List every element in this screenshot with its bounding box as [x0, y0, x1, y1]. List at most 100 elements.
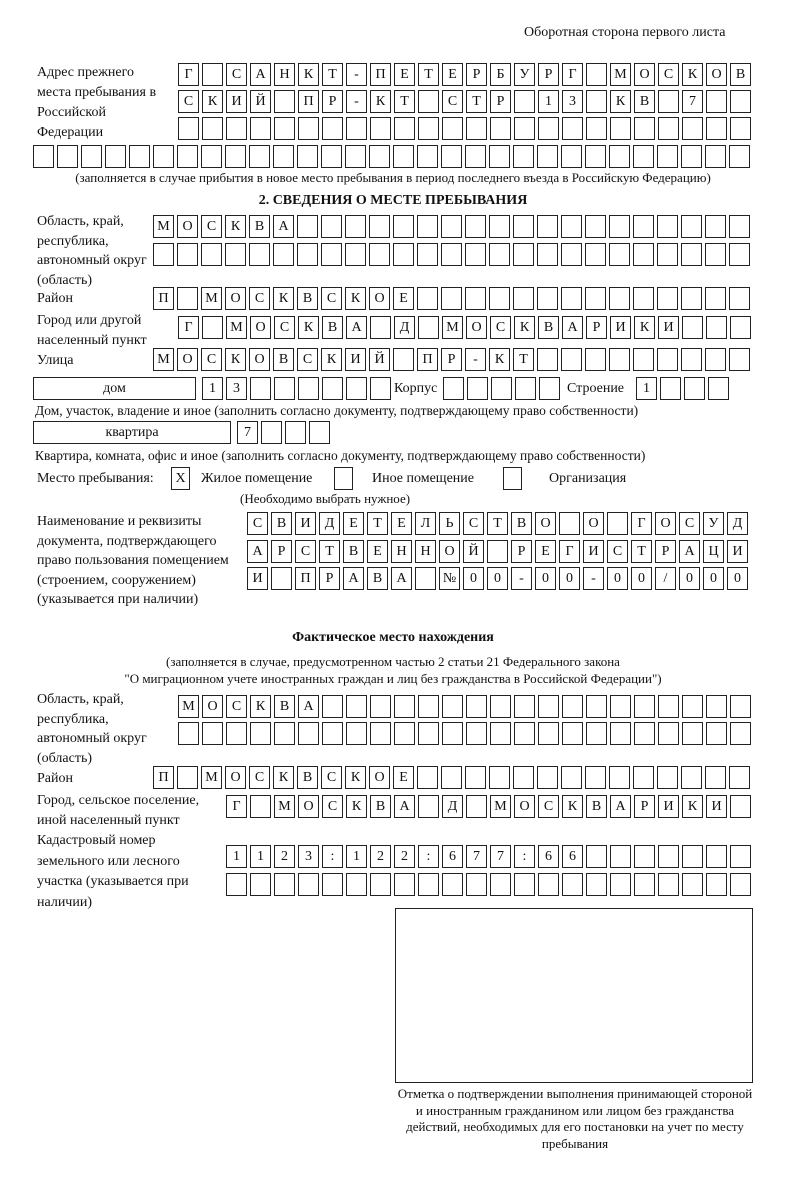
char-cell[interactable] — [271, 567, 292, 590]
char-cell[interactable]: - — [583, 567, 604, 590]
char-cell[interactable] — [586, 873, 607, 896]
char-cell[interactable] — [682, 316, 703, 339]
char-cell[interactable] — [370, 695, 391, 718]
char-cell[interactable] — [706, 117, 727, 140]
char-cell[interactable]: С — [249, 766, 270, 789]
char-cell[interactable] — [660, 377, 681, 400]
char-cell[interactable]: П — [153, 287, 174, 310]
char-cell[interactable] — [297, 243, 318, 266]
char-cell[interactable] — [514, 117, 535, 140]
char-cell[interactable] — [585, 243, 606, 266]
char-cell[interactable] — [274, 873, 295, 896]
char-cell[interactable]: Т — [367, 512, 388, 535]
char-cell[interactable] — [730, 795, 751, 818]
char-cell[interactable] — [706, 695, 727, 718]
char-cell[interactable] — [562, 722, 583, 745]
char-cell[interactable] — [705, 287, 726, 310]
char-cell[interactable] — [273, 243, 294, 266]
char-cell[interactable]: Е — [535, 540, 556, 563]
char-cell[interactable] — [274, 90, 295, 113]
char-cell[interactable]: Д — [727, 512, 748, 535]
char-cell[interactable]: 3 — [226, 377, 247, 400]
char-cell[interactable] — [682, 845, 703, 868]
char-cell[interactable]: А — [679, 540, 700, 563]
char-cell[interactable] — [730, 845, 751, 868]
char-cell[interactable] — [609, 145, 630, 168]
char-cell[interactable]: Г — [178, 316, 199, 339]
char-cell[interactable] — [681, 766, 702, 789]
char-cell[interactable]: : — [322, 845, 343, 868]
char-cell[interactable]: Т — [513, 348, 534, 371]
char-cell[interactable]: П — [417, 348, 438, 371]
char-cell[interactable] — [682, 722, 703, 745]
char-cell[interactable] — [561, 145, 582, 168]
char-cell[interactable] — [514, 722, 535, 745]
char-cell[interactable]: В — [343, 540, 364, 563]
char-cell[interactable] — [657, 243, 678, 266]
char-cell[interactable] — [466, 695, 487, 718]
char-cell[interactable]: Г — [178, 63, 199, 86]
char-cell[interactable] — [729, 243, 750, 266]
char-cell[interactable]: Д — [319, 512, 340, 535]
flat-type-field[interactable]: квартира — [33, 421, 231, 444]
char-cell[interactable]: Н — [274, 63, 295, 86]
char-cell[interactable]: К — [321, 348, 342, 371]
char-cell[interactable] — [729, 287, 750, 310]
char-cell[interactable] — [153, 145, 174, 168]
stay-option-other-checkbox[interactable] — [334, 467, 353, 490]
char-cell[interactable] — [346, 722, 367, 745]
char-cell[interactable]: В — [634, 90, 655, 113]
char-cell[interactable] — [466, 117, 487, 140]
char-cell[interactable] — [491, 377, 512, 400]
char-cell[interactable] — [489, 287, 510, 310]
char-cell[interactable]: Г — [226, 795, 247, 818]
char-cell[interactable] — [441, 766, 462, 789]
char-cell[interactable]: О — [655, 512, 676, 535]
char-cell[interactable] — [249, 145, 270, 168]
char-cell[interactable] — [250, 117, 271, 140]
stay-option-organization-checkbox[interactable] — [503, 467, 522, 490]
char-cell[interactable]: М — [153, 215, 174, 238]
char-cell[interactable]: 1 — [250, 845, 271, 868]
char-cell[interactable]: М — [153, 348, 174, 371]
char-cell[interactable] — [81, 145, 102, 168]
char-cell[interactable]: 2 — [274, 845, 295, 868]
char-cell[interactable]: Й — [463, 540, 484, 563]
char-cell[interactable] — [417, 243, 438, 266]
char-cell[interactable]: 3 — [298, 845, 319, 868]
char-cell[interactable]: 6 — [538, 845, 559, 868]
char-cell[interactable]: С — [249, 287, 270, 310]
char-cell[interactable] — [393, 243, 414, 266]
char-cell[interactable] — [681, 145, 702, 168]
char-cell[interactable]: О — [514, 795, 535, 818]
char-cell[interactable]: - — [346, 90, 367, 113]
char-cell[interactable]: Т — [394, 90, 415, 113]
char-cell[interactable] — [466, 873, 487, 896]
char-cell[interactable]: Р — [319, 567, 340, 590]
char-cell[interactable] — [466, 722, 487, 745]
char-cell[interactable] — [658, 695, 679, 718]
char-cell[interactable]: О — [439, 540, 460, 563]
char-cell[interactable] — [490, 873, 511, 896]
char-cell[interactable] — [202, 722, 223, 745]
char-cell[interactable]: К — [682, 795, 703, 818]
char-cell[interactable] — [609, 243, 630, 266]
char-cell[interactable]: Р — [322, 90, 343, 113]
char-cell[interactable]: П — [370, 63, 391, 86]
char-cell[interactable]: - — [346, 63, 367, 86]
char-cell[interactable]: Д — [442, 795, 463, 818]
char-cell[interactable]: В — [511, 512, 532, 535]
char-cell[interactable] — [442, 695, 463, 718]
char-cell[interactable]: С — [201, 215, 222, 238]
char-cell[interactable]: М — [274, 795, 295, 818]
char-cell[interactable]: В — [274, 695, 295, 718]
char-cell[interactable] — [322, 722, 343, 745]
char-cell[interactable] — [729, 215, 750, 238]
char-cell[interactable] — [394, 117, 415, 140]
char-cell[interactable]: 7 — [466, 845, 487, 868]
char-cell[interactable] — [226, 117, 247, 140]
char-cell[interactable] — [658, 722, 679, 745]
char-cell[interactable]: 1 — [346, 845, 367, 868]
char-cell[interactable] — [418, 117, 439, 140]
char-cell[interactable]: И — [727, 540, 748, 563]
